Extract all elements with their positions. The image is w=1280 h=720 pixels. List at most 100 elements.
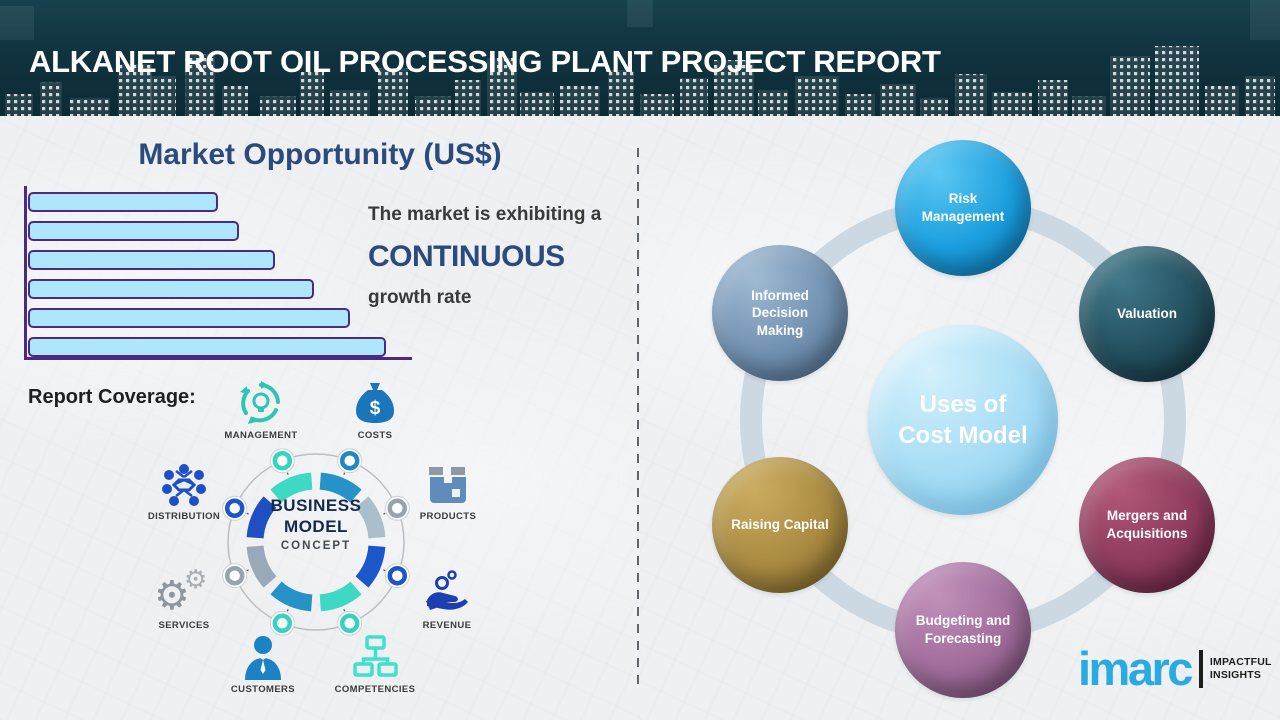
building-windows — [845, 94, 875, 116]
left-panel-texture — [0, 116, 640, 720]
building-windows — [920, 98, 948, 116]
cost-model-bubble-raising-capital: Raising Capital — [712, 457, 848, 593]
hand-coins-icon — [426, 570, 468, 610]
building-windows — [260, 96, 296, 116]
business-model-ring — [222, 448, 410, 636]
coverage-item-products: PRODUCTS — [390, 463, 506, 522]
building-windows — [758, 90, 788, 116]
business-model-title: BUSINESS MODEL CONCEPT — [236, 495, 396, 552]
page-title: ALKANET ROOT OIL PROCESSING PLANT PROJEC… — [29, 44, 941, 79]
header-corner-accent — [0, 6, 34, 40]
recycle-bulb-icon — [240, 381, 280, 424]
building-windows — [185, 54, 215, 116]
node-ring — [387, 498, 408, 519]
business-model-word2: MODEL — [284, 517, 348, 537]
building-windows — [40, 82, 62, 116]
building-windows — [1205, 86, 1239, 116]
node-ring — [339, 613, 360, 634]
business-model-word3: CONCEPT — [280, 539, 352, 552]
header-accent-square — [627, 0, 653, 27]
coverage-item-competencies: COMPETENCIES — [317, 634, 433, 695]
growth-statement-prefix: The market is exhibiting a — [368, 204, 602, 225]
cost-model-bubble-risk-management: Risk Management — [895, 140, 1031, 276]
growth-statement-highlight: CONTINUOUS — [368, 240, 565, 273]
coverage-item-label: COSTS — [357, 430, 393, 441]
header-banner: ALKANET ROOT OIL PROCESSING PLANT PROJEC… — [0, 0, 1280, 116]
coverage-item-label: PRODUCTS — [419, 511, 477, 522]
bubble-label: Budgeting and Forecasting — [915, 613, 1011, 646]
customer-person-icon — [245, 636, 281, 680]
building-windows — [520, 92, 554, 116]
node-ring — [224, 498, 245, 519]
product-box-icon — [429, 467, 466, 503]
coverage-item-label: MANAGEMENT — [224, 430, 298, 441]
ring-segment — [270, 581, 313, 612]
ring-segment — [319, 581, 362, 612]
cost-model-bubble-mergers-acquisitions: Mergers and Acquisitions — [1079, 457, 1215, 593]
building-windows — [300, 72, 324, 116]
cost-model-center-label: Uses of Cost Model — [898, 390, 1028, 449]
imarc-logo-text: imarc — [1078, 642, 1193, 695]
building-windows — [795, 76, 839, 116]
node-ring — [224, 565, 245, 586]
ring-segment — [319, 472, 362, 503]
ring-segment — [246, 496, 277, 539]
coverage-item-distribution: DISTRIBUTION — [126, 463, 242, 522]
market-bar — [28, 250, 276, 270]
building-windows — [5, 94, 33, 116]
building-windows — [1245, 76, 1275, 116]
coverage-item-customers: CUSTOMERS — [205, 634, 321, 695]
network-icon — [162, 464, 206, 506]
building-windows — [608, 70, 634, 116]
building-windows — [455, 80, 481, 116]
node-ring — [387, 565, 408, 586]
building-windows — [680, 78, 708, 116]
outer-circle — [227, 453, 405, 631]
node-ring — [272, 613, 293, 634]
bubble-label: Valuation — [1116, 306, 1177, 322]
building-windows — [560, 86, 600, 116]
org-chart-icon — [353, 635, 398, 677]
market-bar — [28, 279, 315, 299]
bubble-label: Informed Decision Making — [751, 287, 809, 338]
building-windows — [150, 76, 176, 116]
node-ring — [339, 450, 360, 471]
business-model-word1: BUSINESS — [270, 496, 362, 515]
market-bar — [28, 192, 218, 212]
market-bar — [28, 337, 386, 357]
building-windows — [1155, 46, 1199, 116]
building-windows — [1072, 96, 1106, 116]
building-windows — [880, 84, 916, 116]
ring-segment — [270, 472, 313, 503]
bubble-label: Risk Management — [921, 191, 1005, 224]
cost-model-bubble-valuation: Valuation — [1079, 246, 1215, 382]
growth-statement: The market is exhibiting a CONTINUOUS gr… — [368, 204, 633, 309]
bubble-label: Mergers and Acquisitions — [1106, 508, 1188, 541]
building-windows — [992, 92, 1032, 116]
building-windows — [640, 94, 674, 116]
left-panel — [0, 116, 640, 720]
coverage-item-label: REVENUE — [422, 620, 472, 631]
market-bar — [28, 221, 240, 241]
growth-statement-suffix: growth rate — [368, 287, 472, 308]
building-windows — [330, 90, 370, 116]
svg-text:$: $ — [370, 398, 381, 419]
building-windows — [415, 96, 451, 116]
dashed-divider — [637, 148, 639, 692]
building-windows — [487, 58, 517, 116]
city-skyline — [5, 46, 1275, 116]
logo-tagline: IMPACTFUL INSIGHTS — [1209, 656, 1272, 682]
building-windows — [70, 98, 110, 116]
building-windows — [1038, 80, 1068, 116]
gears-icon: ⚙ ⚙ — [154, 564, 208, 618]
coverage-item-label: COMPETENCIES — [334, 684, 416, 695]
market-opportunity-bar-chart — [24, 186, 412, 360]
building-windows — [222, 86, 248, 116]
coverage-item-label: CUSTOMERS — [230, 684, 296, 695]
building-windows — [378, 68, 408, 116]
ring-segment — [355, 496, 386, 539]
market-bar — [28, 308, 351, 328]
coverage-item-services: ⚙ ⚙ SERVICES — [126, 564, 242, 631]
coverage-item-label: DISTRIBUTION — [147, 511, 221, 522]
